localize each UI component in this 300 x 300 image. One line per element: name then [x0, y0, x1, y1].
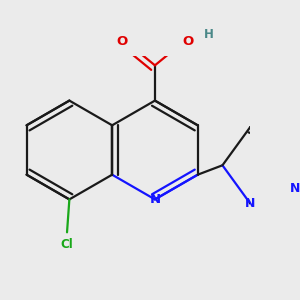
- Text: H: H: [204, 28, 214, 41]
- Text: N: N: [290, 182, 300, 195]
- Text: N: N: [149, 193, 161, 206]
- Text: Cl: Cl: [61, 238, 74, 250]
- Text: O: O: [182, 35, 194, 48]
- Text: O: O: [116, 35, 128, 48]
- Text: N: N: [245, 197, 255, 210]
